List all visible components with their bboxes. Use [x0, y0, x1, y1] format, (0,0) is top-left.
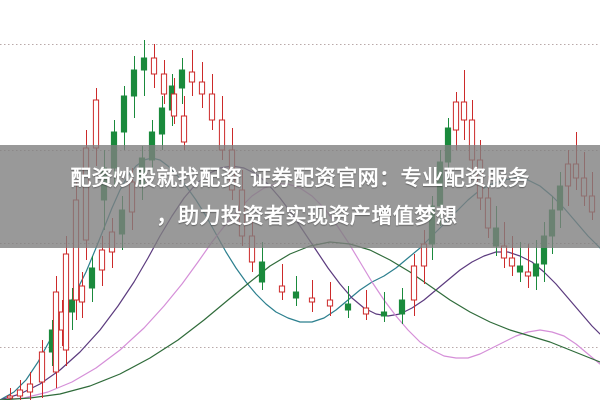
banner-line-1: 配资炒股就找配资 证券配资官网：专业配资服务 [70, 165, 530, 190]
promo-banner: 配资炒股就找配资 证券配资官网：专业配资服务 ，助力投资者实现资产增值梦想 [0, 145, 600, 248]
banner-line-2: ，助力投资者实现资产增值梦想 [156, 203, 458, 228]
